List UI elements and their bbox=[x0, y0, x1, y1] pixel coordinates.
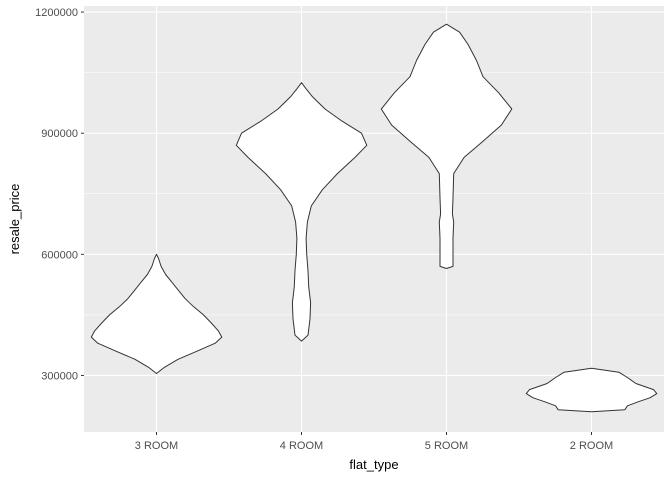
violin-2-room bbox=[525, 367, 658, 413]
x-axis-title: flat_type bbox=[349, 457, 398, 472]
violin-5-room bbox=[380, 23, 513, 269]
y-axis: 300000 600000 900000 1200000 bbox=[35, 7, 84, 382]
x-axis: 3 ROOM 4 ROOM 5 ROOM 2 ROOM bbox=[135, 432, 613, 452]
x-tick-label: 2 ROOM bbox=[570, 440, 613, 452]
plot-panel bbox=[84, 6, 664, 432]
y-axis-title: resale_price bbox=[7, 184, 22, 255]
y-tick-label: 900000 bbox=[41, 128, 78, 140]
violin-4-room bbox=[235, 82, 368, 342]
y-tick-label: 300000 bbox=[41, 370, 78, 382]
x-tick-label: 3 ROOM bbox=[135, 440, 178, 452]
y-tick-label: 600000 bbox=[41, 249, 78, 261]
x-tick-label: 5 ROOM bbox=[425, 440, 468, 452]
x-tick-label: 4 ROOM bbox=[280, 440, 323, 452]
violins bbox=[90, 23, 658, 413]
y-tick-label: 1200000 bbox=[35, 7, 78, 19]
violin-3-room bbox=[90, 253, 223, 374]
